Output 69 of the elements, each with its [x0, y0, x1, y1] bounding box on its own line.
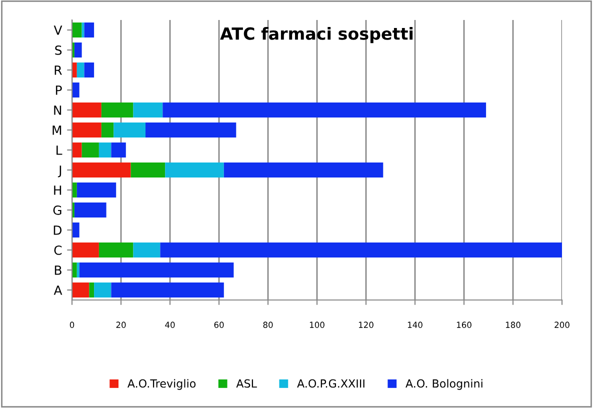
bar: [76, 62, 84, 78]
y-tick-label: C: [54, 245, 62, 255]
bar: [160, 242, 562, 258]
y-tick-label: M: [52, 126, 62, 135]
bar: [79, 262, 234, 278]
y-tick-label: B: [54, 266, 62, 275]
bar: [111, 282, 224, 298]
bar: [146, 122, 236, 138]
x-tick-label: 80: [263, 322, 273, 328]
bar: [74, 42, 82, 58]
y-tick-label: S: [55, 45, 62, 55]
bar: [72, 242, 99, 258]
y-tick-label: H: [54, 186, 62, 195]
bar: [72, 162, 131, 178]
bar: [72, 222, 80, 238]
x-tick-label: 120: [358, 322, 374, 328]
bar: [74, 202, 106, 218]
x-tick-label: 40: [165, 322, 175, 328]
y-tick-label: J: [58, 166, 62, 178]
y-tick-label: L: [56, 146, 62, 155]
bar: [72, 182, 77, 198]
y-tick-label: P: [56, 86, 62, 95]
bar: [165, 162, 224, 178]
y-tick-label: D: [54, 226, 62, 235]
legend-label: ASL: [236, 379, 257, 388]
bar: [72, 142, 82, 158]
y-tick-label: A: [54, 286, 62, 295]
bar: [98, 142, 112, 158]
bar: [72, 22, 82, 38]
x-tick-label: 0: [70, 322, 74, 328]
x-tick-label: 20: [116, 322, 126, 328]
bar: [72, 282, 90, 298]
legend-label: A.O.P.G.XXIII: [297, 379, 364, 388]
bar: [98, 242, 134, 258]
bar: [130, 162, 166, 178]
bar: [82, 142, 99, 158]
bar: [133, 242, 160, 258]
bar: [72, 102, 102, 118]
x-tick-label: 60: [214, 322, 224, 328]
y-tick-label: V: [54, 26, 62, 35]
bar: [84, 62, 94, 78]
x-tick-label: 160: [456, 322, 472, 328]
legend-label: A.O.Treviglio: [127, 379, 196, 390]
bar: [76, 182, 116, 198]
bar: [224, 162, 384, 178]
y-tick-label: N: [54, 106, 62, 115]
bar: [72, 262, 77, 278]
x-tick-label: 180: [506, 322, 520, 328]
bar: [72, 82, 80, 98]
y-tick-label: R: [54, 66, 62, 75]
bar: [162, 102, 486, 118]
bar: [114, 122, 146, 138]
bar: [94, 282, 112, 298]
bar: [111, 142, 126, 158]
bar: [101, 102, 134, 118]
bar: [84, 22, 94, 38]
x-tick-label: 100: [310, 322, 324, 328]
x-tick-label: 200: [554, 322, 570, 328]
bar: [72, 62, 77, 78]
legend-label: A.O. Bolognini: [406, 379, 482, 390]
bar: [89, 282, 94, 298]
bar: [133, 102, 163, 118]
bar: [72, 122, 102, 138]
x-tick-label: 140: [408, 322, 422, 328]
chart-title: ATC farmaci sospetti: [220, 27, 413, 44]
bar: [101, 122, 114, 138]
bar: [82, 22, 84, 38]
bar: [76, 262, 80, 278]
y-tick-label: G: [53, 205, 62, 215]
